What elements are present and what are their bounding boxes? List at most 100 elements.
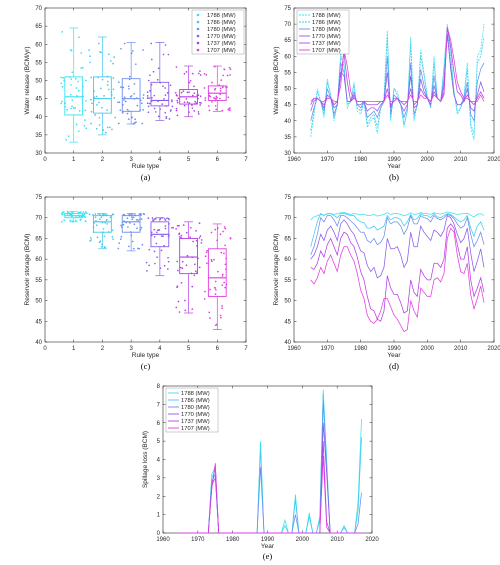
box — [207, 248, 227, 297]
y-tick-label: 70 — [284, 216, 291, 222]
data-point — [146, 91, 149, 94]
legend-label: 1788 (MW) — [181, 391, 210, 397]
data-point — [94, 213, 97, 215]
data-point — [131, 218, 134, 221]
x-tick-label: 2010 — [330, 537, 344, 543]
data-point — [204, 97, 207, 99]
x-tick-label: 1980 — [354, 157, 368, 163]
series-line — [310, 227, 485, 333]
data-point — [128, 222, 131, 224]
data-point — [223, 252, 225, 255]
data-point — [179, 266, 182, 269]
data-point — [67, 135, 70, 138]
data-point — [221, 109, 224, 112]
data-point — [98, 117, 101, 119]
data-point — [180, 234, 183, 237]
data-point — [106, 126, 109, 129]
data-point — [147, 79, 150, 82]
data-point — [175, 107, 178, 110]
data-point — [133, 121, 136, 124]
x-tick-label: 7 — [244, 346, 248, 352]
data-point — [112, 77, 115, 79]
data-point — [191, 94, 194, 97]
data-point — [221, 284, 224, 287]
data-point — [167, 217, 170, 220]
data-point — [82, 211, 85, 214]
x-axis-label: Year — [261, 543, 275, 550]
data-point — [178, 233, 180, 236]
data-point — [198, 237, 201, 239]
data-point — [107, 53, 110, 56]
data-point — [146, 97, 149, 99]
data-point — [70, 213, 73, 216]
data-point — [98, 101, 100, 104]
x-tick-label: 1980 — [354, 346, 368, 352]
x-tick-label: 4 — [158, 346, 162, 352]
data-point — [221, 307, 223, 310]
legend: 1788 (MW)1786 (MW)1780 (MW)1770 (MW)1737… — [165, 387, 219, 433]
data-point — [163, 264, 166, 267]
data-point — [150, 97, 153, 99]
data-point — [127, 226, 129, 228]
data-point — [142, 109, 145, 111]
data-point — [98, 124, 101, 126]
data-point — [176, 101, 179, 104]
data-point — [140, 226, 143, 229]
data-point — [229, 237, 232, 240]
data-point — [100, 106, 103, 109]
data-point — [229, 109, 231, 112]
data-point — [91, 102, 93, 105]
x-tick-label: 1960 — [287, 346, 301, 352]
legend-label: 1786 (MW) — [207, 20, 236, 26]
data-point — [60, 102, 63, 105]
x-tick-label: 6 — [216, 346, 220, 352]
data-point — [142, 94, 145, 96]
y-tick-label: 7 — [157, 402, 161, 408]
data-point — [146, 95, 149, 97]
panel-e: 1960 1970 1980 1990 2000 2010 2020 0 1 2 3 4 5 6 7 8 Yea… — [142, 384, 379, 561]
data-point — [100, 216, 103, 218]
data-point — [84, 109, 87, 112]
data-point — [150, 58, 153, 61]
y-tick-label: 0 — [157, 531, 161, 537]
data-point — [94, 216, 97, 219]
data-point — [126, 108, 129, 111]
data-point — [121, 111, 124, 114]
data-point — [135, 121, 137, 123]
data-point — [126, 112, 129, 115]
data-point — [80, 218, 82, 221]
data-point — [75, 123, 78, 126]
data-point — [211, 81, 213, 84]
data-point — [128, 245, 130, 248]
data-point — [104, 246, 107, 249]
data-point — [70, 78, 73, 80]
data-point — [71, 99, 74, 102]
data-point — [117, 81, 120, 84]
data-point — [109, 216, 112, 219]
data-point — [88, 213, 91, 216]
data-point — [165, 117, 168, 120]
data-point — [97, 42, 100, 45]
data-point — [128, 87, 130, 90]
data-point — [127, 85, 130, 88]
data-point — [85, 79, 87, 82]
data-point — [118, 242, 121, 245]
data-point — [122, 223, 125, 226]
data-point — [209, 317, 211, 319]
data-point — [163, 98, 165, 100]
y-tick-label: 50 — [284, 87, 291, 93]
data-point — [215, 98, 218, 100]
data-point — [193, 109, 196, 112]
data-point — [69, 219, 72, 222]
data-point — [153, 228, 156, 231]
x-tick-label: 5 — [187, 157, 191, 163]
data-point — [176, 99, 179, 102]
data-point — [84, 211, 87, 213]
y-tick-label: 65 — [35, 24, 42, 30]
data-point — [218, 97, 221, 100]
data-point — [198, 266, 201, 269]
data-point — [109, 126, 111, 129]
data-point — [221, 86, 224, 89]
data-point — [204, 255, 207, 258]
data-point — [65, 139, 68, 141]
